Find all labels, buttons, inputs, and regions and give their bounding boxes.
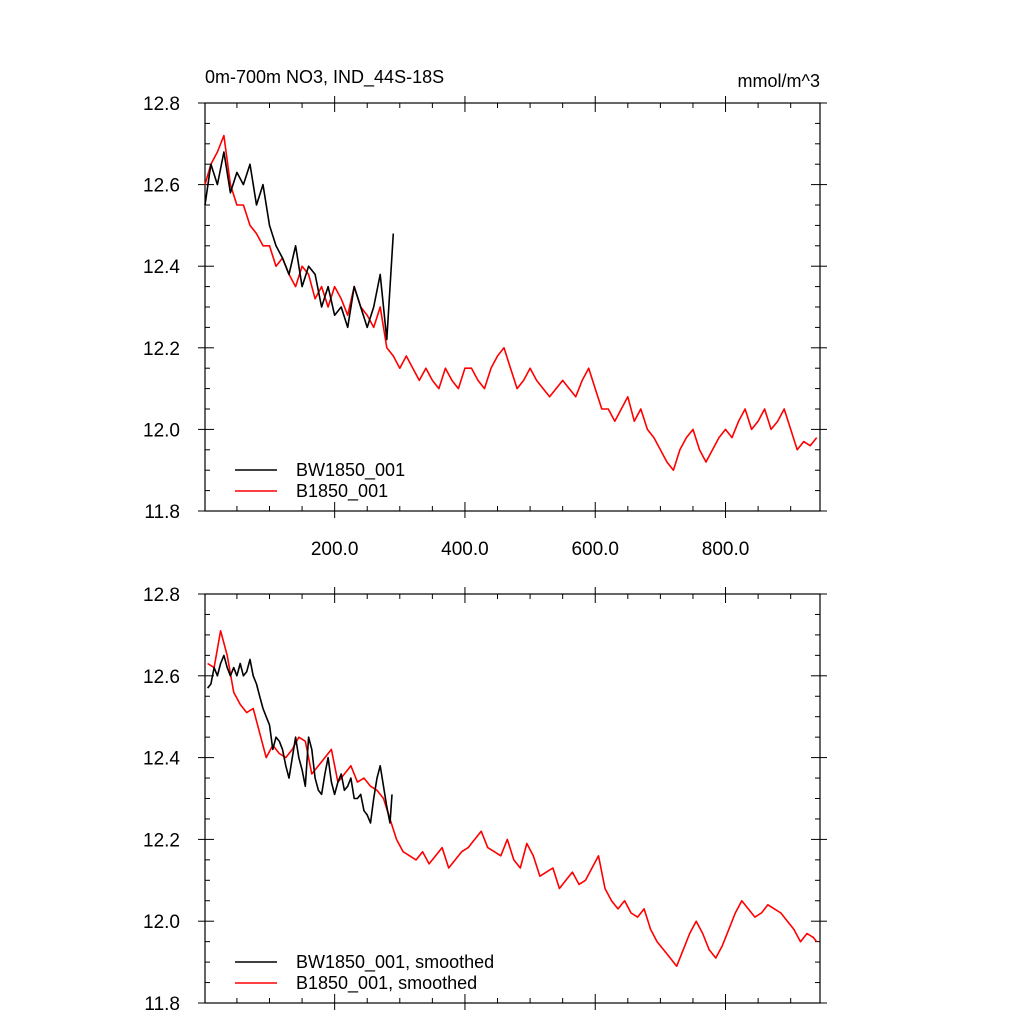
series-line-0 [204, 151, 395, 341]
legend-label: BW1850_001 [296, 460, 405, 481]
chart-bottom: 11.8 12.0 12.2 12.4 12.6 12.8 BW1850_001, smoo… [143, 585, 827, 1015]
y-tick-label: 12.8 [143, 585, 180, 606]
y-tick-label: 12.0 [143, 912, 180, 933]
y-tick-label: 12.8 [143, 94, 180, 115]
x-tick-label: 800.0 [702, 539, 750, 560]
y-tick-label: 11.8 [144, 994, 180, 1015]
chart-title: 0m-700m NO3, IND_44S-18S [205, 67, 444, 88]
series-line-1 [204, 134, 818, 472]
plot-frame [204, 102, 821, 512]
series-line-1 [207, 629, 818, 968]
plot-frame [204, 593, 821, 1004]
y-tick-label: 12.4 [143, 749, 180, 770]
x-tick-label: 200.0 [311, 539, 359, 560]
y-tick-label: 12.2 [143, 339, 180, 360]
y-tick-label: 12.6 [143, 176, 180, 197]
legend-label: B1850_001 [296, 481, 388, 502]
plot-area-top: 200.0 400.0 600.0 800.0 11.8 12.0 12.2 12.4 12.6… [143, 94, 827, 560]
chart-top: 0m-700m NO3, IND_44S-18S mmol/m^3 200.0 4… [143, 67, 827, 560]
series-line-0 [206, 654, 393, 824]
units-label: mmol/m^3 [738, 71, 820, 91]
x-tick-label: 600.0 [571, 539, 619, 560]
y-tick-label: 12.0 [143, 420, 180, 441]
y-tick-label: 11.8 [144, 502, 180, 523]
plot-area-bottom: 11.8 12.0 12.2 12.4 12.6 12.8 BW1850_001, smoo… [143, 585, 827, 1015]
y-tick-label: 12.6 [143, 667, 180, 688]
y-tick-label: 12.2 [143, 830, 180, 851]
y-tick-label: 12.4 [143, 257, 180, 278]
legend-label: B1850_001, smoothed [296, 973, 477, 994]
x-tick-label: 400.0 [441, 539, 489, 560]
legend-label: BW1850_001, smoothed [296, 952, 494, 973]
